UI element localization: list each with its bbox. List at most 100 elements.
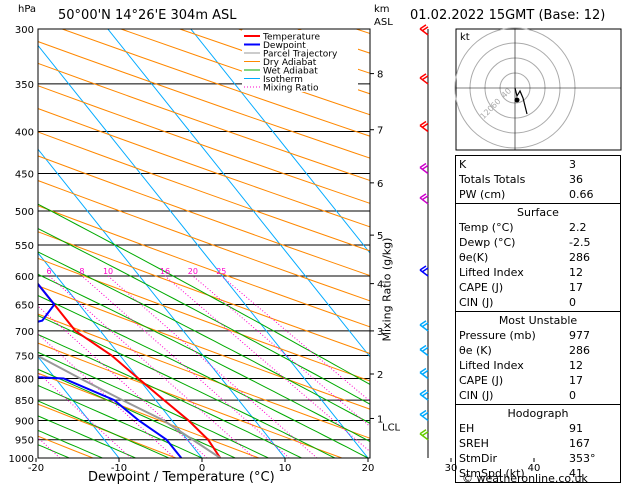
most-unstable-box: Most Unstable Pressure (mb) 977 θe (K) 286… [455, 312, 621, 405]
dry-adiabat-line [38, 62, 370, 182]
isotherm-line [38, 44, 369, 458]
mixing-ratio-axis-label: Mixing Ratio (g/kg) [380, 237, 394, 342]
surface-label: θe(K) [459, 251, 489, 264]
surface-row: CAPE (J) 17 [459, 280, 617, 295]
km-tick-label: 1 [377, 414, 383, 425]
mu-label: CAPE (J) [459, 374, 504, 387]
wet-adiabat-line [38, 203, 370, 385]
surface-row: CIN (J) 0 [459, 295, 617, 310]
wind-barb [421, 431, 429, 437]
legend-label: Isotherm [263, 75, 303, 85]
dry-adiabat-line [38, 205, 370, 328]
mu-value: 12 [569, 359, 583, 372]
wind-barb [421, 195, 429, 201]
mixing-ratio-line [107, 275, 318, 458]
location-title: 50°00'N 14°26'E 304m ASL [58, 8, 237, 23]
pressure-tick-label: 650 [15, 301, 34, 312]
wind-barb [419, 413, 429, 422]
pressure-tick-label: 300 [15, 25, 34, 36]
mixing-ratio-line [220, 275, 370, 402]
hodograph-storm-marker [514, 97, 520, 103]
wind-barb [419, 124, 429, 133]
mixing-ratio-line [192, 275, 370, 428]
x-axis-label: Dewpoint / Temperature (°C) [88, 470, 275, 485]
pressure-tick-label: 1000 [9, 454, 34, 465]
surface-label: Dewp (°C) [459, 236, 516, 249]
wind-barb [419, 393, 429, 401]
hodo-value: 91 [569, 422, 583, 435]
surface-label: CIN (J) [459, 296, 494, 309]
surface-label: CAPE (J) [459, 281, 504, 294]
plot-frame [37, 28, 371, 459]
km-tick-label: 2 [377, 370, 383, 381]
mixing-ratio-label: 10 [103, 267, 113, 276]
dewpoint-profile [38, 282, 183, 458]
surface-row: θe(K) 286 [459, 250, 617, 265]
mu-row: Lifted Index 12 [459, 358, 617, 373]
hodo-label: EH [459, 422, 475, 435]
wind-barb [419, 324, 429, 332]
x-tick-label: -10 [111, 463, 127, 474]
hodograph-frame [455, 28, 622, 151]
pressure-tick-label: 450 [15, 169, 34, 180]
mixing-ratio-label: 16 [160, 267, 170, 276]
wet-adiabat-line [38, 315, 336, 458]
wind-barb [419, 24, 427, 30]
hodo-row: StmSpd (kt) 41 [459, 466, 617, 481]
mu-row: Pressure (mb) 977 [459, 328, 617, 343]
mu-label: θe (K) [459, 344, 492, 357]
index-row: PW (cm) 0.66 [459, 187, 617, 202]
wind-barb [419, 166, 429, 175]
surface-label: Lifted Index [459, 266, 524, 279]
mu-row: CAPE (J) 17 [459, 373, 617, 388]
surface-row: Temp (°C) 2.2 [459, 220, 617, 235]
wet-adiabat-line [38, 294, 369, 458]
pressure-tick-label: 500 [15, 207, 34, 218]
km-tick-label: 7 [377, 126, 383, 137]
surface-label: Temp (°C) [459, 221, 514, 234]
wind-barb [421, 122, 429, 129]
wind-barb [421, 322, 429, 328]
wet-adiabat-line [38, 351, 269, 458]
mu-value: 0 [569, 389, 576, 402]
wind-barb [419, 409, 427, 416]
legend-label: Temperature [262, 33, 320, 43]
hodograph-trace [514, 87, 528, 115]
pressure-tick-label: 800 [15, 374, 34, 385]
surface-box: Surface Temp (°C) 2.2 Dewp (°C) -2.5 θe(K)… [455, 204, 621, 312]
hodo-value: 353° [569, 452, 596, 465]
wind-barb [421, 411, 429, 418]
wet-adiabat-line [38, 400, 170, 458]
km-tick-label: 8 [377, 70, 383, 81]
lcl-label: LCL [382, 422, 401, 433]
wind-barb [419, 429, 427, 435]
dry-adiabat-line [38, 108, 370, 228]
mixing-ratio-label: 8 [79, 267, 84, 276]
dry-adiabat-line [38, 285, 370, 410]
mu-value: 17 [569, 374, 583, 387]
isotherm-line [38, 252, 203, 458]
index-label: Totals Totals [459, 173, 526, 186]
index-row: Totals Totals 36 [459, 172, 617, 187]
wind-barb [421, 164, 429, 171]
isotherm-line [190, 29, 370, 254]
surface-value: 17 [569, 281, 583, 294]
mu-row: θe (K) 286 [459, 343, 617, 358]
dry-adiabat-line [38, 231, 370, 355]
pressure-tick-label: 700 [15, 327, 34, 338]
wind-barb [419, 389, 427, 395]
wind-barb [419, 371, 429, 380]
asl-label: ASL [374, 17, 393, 28]
legend-box [242, 30, 358, 92]
dry-adiabat-line [0, 29, 10, 458]
dry-adiabat-line [38, 41, 370, 159]
wet-adiabat-line [38, 368, 236, 458]
x-tick-label: 20 [362, 463, 375, 474]
legend-label: Dewpoint [263, 41, 306, 51]
surface-title: Surface [517, 206, 559, 219]
most-unstable-title: Most Unstable [498, 314, 578, 327]
x-tick-label: 30 [445, 463, 458, 474]
mu-row: CIN (J) 0 [459, 388, 617, 403]
mixing-ratio-label: 4 [2, 267, 7, 276]
pressure-tick-label: 600 [15, 272, 34, 283]
